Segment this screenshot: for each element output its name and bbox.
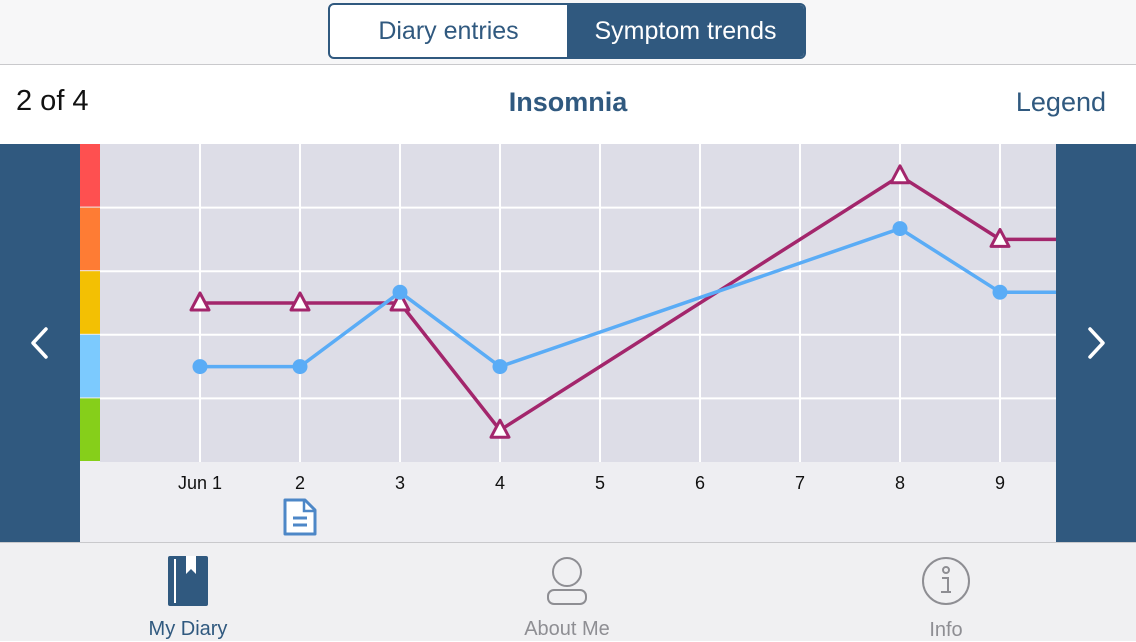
x-tick-label: Jun 1 xyxy=(178,473,222,493)
chart-series xyxy=(189,164,1056,439)
person-icon xyxy=(545,555,589,606)
symptom-title: Insomnia xyxy=(508,87,628,117)
note-document-icon[interactable] xyxy=(283,498,317,536)
info-icon xyxy=(920,555,972,607)
tab-bar: My Diary About Me Info xyxy=(0,542,1136,641)
segment-diary-entries[interactable]: Diary entries xyxy=(378,16,519,45)
x-tick-label: 7 xyxy=(795,473,805,493)
data-point-triangle xyxy=(889,164,911,185)
legend-button[interactable]: Legend xyxy=(1015,87,1106,117)
x-tick-label: 5 xyxy=(595,473,605,493)
symptom-trend-chart: Jun 1 2 3 4 5 6 7 8 9 xyxy=(80,144,1056,542)
data-point-circle xyxy=(992,284,1008,300)
data-point-triangle xyxy=(989,227,1011,248)
chevron-left-icon xyxy=(31,327,48,359)
next-button[interactable] xyxy=(1056,144,1136,542)
severity-band xyxy=(80,207,100,271)
data-point-triangle xyxy=(289,291,311,312)
view-segmented-control: Diary entries Symptom trends xyxy=(328,3,806,59)
data-point-circle xyxy=(192,359,208,375)
tab-info[interactable]: Info xyxy=(846,543,1046,641)
symptom-header: 2 of 4 Insomnia Legend xyxy=(0,65,1136,144)
data-point-circle xyxy=(892,221,908,237)
tab-label-my-diary: My Diary xyxy=(148,618,228,640)
tab-my-diary[interactable]: My Diary xyxy=(88,543,288,641)
trend-chart-svg: Jun 1 2 3 4 5 6 7 8 9 xyxy=(80,144,1056,536)
severity-band xyxy=(80,271,100,334)
severity-band xyxy=(80,398,100,461)
x-tick-label: 3 xyxy=(395,473,405,493)
x-tick-label: 9 xyxy=(995,473,1005,493)
severity-scale xyxy=(80,144,100,461)
tab-label-about-me: About Me xyxy=(524,618,610,640)
x-axis-ticks: Jun 1 2 3 4 5 6 7 8 9 xyxy=(178,473,1005,493)
severity-band xyxy=(80,334,100,398)
chevron-right-icon xyxy=(1088,327,1105,359)
data-point-triangle xyxy=(489,418,511,439)
previous-button[interactable] xyxy=(0,144,80,542)
data-point-circle xyxy=(492,359,508,375)
page-counter: 2 of 4 xyxy=(16,85,89,117)
top-bar: Diary entries Symptom trends xyxy=(0,0,1136,65)
data-point-circle xyxy=(292,359,308,375)
segment-symptom-trends[interactable]: Symptom trends xyxy=(567,5,804,57)
x-tick-label: 8 xyxy=(895,473,905,493)
x-tick-label: 6 xyxy=(695,473,705,493)
bookmark-book-icon xyxy=(168,555,208,606)
severity-band xyxy=(80,144,100,207)
tab-about-me[interactable]: About Me xyxy=(467,543,667,641)
data-point-triangle xyxy=(189,291,211,312)
data-point-triangle xyxy=(389,291,411,312)
x-tick-label: 2 xyxy=(295,473,305,493)
data-point-circle xyxy=(392,284,408,300)
x-tick-label: 4 xyxy=(495,473,505,493)
tab-label-info: Info xyxy=(929,619,963,641)
